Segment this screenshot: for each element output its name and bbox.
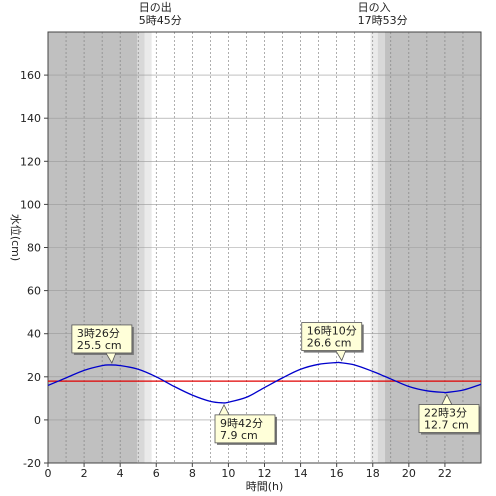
x-tick-label: 8 bbox=[189, 467, 196, 480]
x-tick-label: 12 bbox=[258, 467, 272, 480]
x-tick-label: 22 bbox=[438, 467, 452, 480]
y-tick-label: 60 bbox=[27, 285, 41, 298]
x-axis-title: 時間(h) bbox=[246, 480, 284, 493]
callout-level: 7.9 cm bbox=[220, 429, 258, 442]
axis-ticks: 0 2 4 6 8 10 12 14 16 18 20 22 -20 0 20 40 60 80 100 120 140… bbox=[20, 69, 452, 480]
callout-box bbox=[214, 414, 276, 444]
y-tick-label: 100 bbox=[20, 198, 41, 211]
y-tick-label: 140 bbox=[20, 112, 41, 125]
x-tick-label: 20 bbox=[402, 467, 416, 480]
x-tick-label: 6 bbox=[153, 467, 160, 480]
y-tick-label: 20 bbox=[27, 371, 41, 384]
callout-level: 25.5 cm bbox=[77, 339, 122, 352]
sunset-title: 日の入 bbox=[358, 1, 391, 14]
x-tick-label: 4 bbox=[117, 467, 124, 480]
callout-box bbox=[71, 324, 133, 354]
callout-time: 22時3分 bbox=[424, 407, 467, 420]
sunset-time: 17時53分 bbox=[358, 14, 408, 27]
y-tick-label: 40 bbox=[27, 328, 41, 341]
callout-time: 3時26分 bbox=[77, 327, 120, 340]
y-tick-label: 80 bbox=[27, 242, 41, 255]
sunrise-time: 5時45分 bbox=[139, 14, 182, 27]
y-tick-label: 120 bbox=[20, 155, 41, 168]
callout-level: 12.7 cm bbox=[424, 419, 469, 432]
callout-time: 16時10分 bbox=[307, 325, 357, 338]
callout-box bbox=[418, 404, 480, 433]
callout-time: 9時42分 bbox=[220, 417, 263, 430]
x-tick-label: 14 bbox=[294, 467, 308, 480]
y-axis-title: 水位(cm) bbox=[9, 214, 23, 261]
x-tick-label: 18 bbox=[366, 467, 380, 480]
x-tick-label: 2 bbox=[81, 467, 88, 480]
sunrise-title: 日の出 bbox=[139, 0, 172, 14]
x-tick-label: 10 bbox=[221, 467, 235, 480]
x-tick-label: 0 bbox=[45, 467, 52, 480]
callout-box bbox=[301, 322, 363, 351]
callout-level: 26.6 cm bbox=[307, 337, 352, 350]
y-tick-label: -20 bbox=[23, 457, 41, 470]
y-tick-label: 0 bbox=[34, 414, 41, 427]
y-tick-label: 160 bbox=[20, 69, 41, 82]
x-tick-label: 16 bbox=[330, 467, 344, 480]
tide-level-line bbox=[47, 361, 482, 404]
